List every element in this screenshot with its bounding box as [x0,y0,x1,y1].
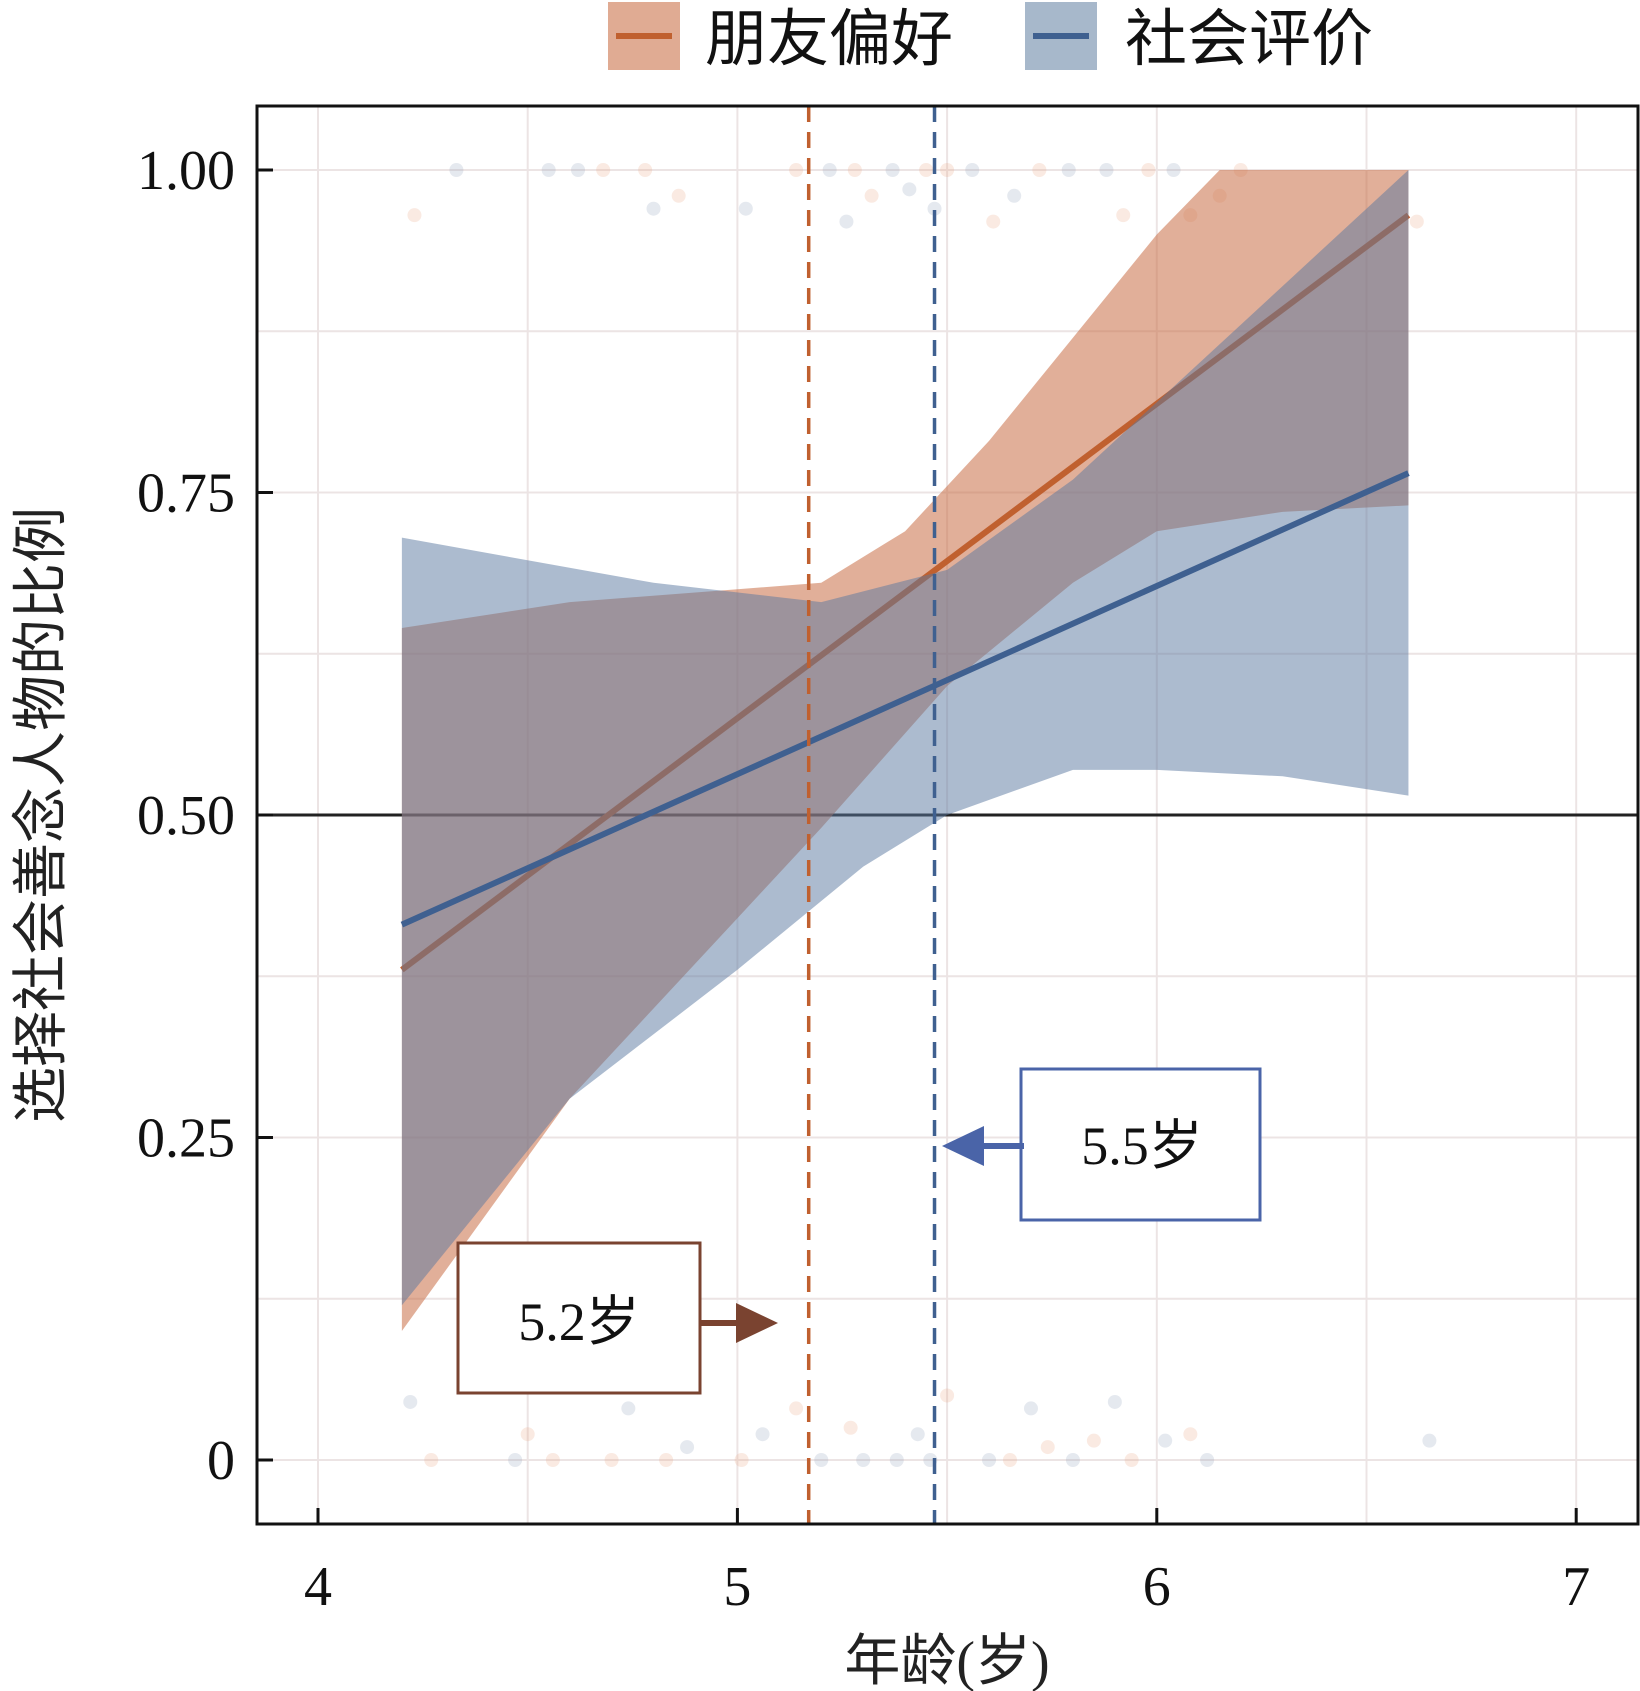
data-point [571,163,586,177]
scatter-points [403,163,1437,1467]
y-tick-label: 0.25 [137,1108,235,1170]
y-axis-label: 选择社会善念人物的比例 [11,507,73,1123]
data-point [910,1427,925,1442]
data-point [822,163,837,177]
data-point [789,163,804,177]
data-point [885,163,900,177]
data-point [755,1427,770,1442]
arrow-left-icon [942,1126,984,1166]
y-tick-label: 0 [207,1430,235,1492]
data-point [604,1453,619,1467]
data-point [814,1453,829,1467]
data-point [1124,1453,1139,1467]
fit-line-social-evaluation [400,470,1410,928]
data-point [1032,163,1047,177]
y-tick-label: 0.75 [137,463,235,525]
data-point [1409,214,1424,229]
ci-band-social-evaluation [401,170,1409,1306]
legend-label-friend-preference: 朋友偏好 [705,6,953,74]
x-tick-label: 7 [1562,1556,1590,1618]
annotation-label-friend-preference: 5.2岁 [518,1292,640,1352]
annotation-box-social-evaluation [1019,1067,1262,1222]
data-point [545,1453,560,1467]
data-point [902,182,917,197]
annotation-label-social-evaluation: 5.5岁 [1081,1116,1203,1176]
data-point [889,1453,904,1467]
data-point [541,163,556,177]
data-point [1116,208,1131,223]
y-tick-label: 0.50 [137,785,235,847]
data-point [646,201,661,216]
data-point [1099,163,1114,177]
x-tick-label: 4 [304,1556,332,1618]
data-point [671,188,686,203]
data-point [1166,163,1181,177]
data-point [927,201,942,216]
data-point [449,163,464,177]
legend: 朋友偏好 社会评价 [608,2,1373,74]
y-tick-label: 1.00 [137,140,235,202]
data-point [940,163,955,177]
data-point [407,208,422,223]
data-point [982,1453,997,1467]
data-point [847,163,862,177]
data-point [1040,1440,1055,1455]
data-point [919,163,934,177]
data-point [1107,1394,1122,1409]
data-point [789,1401,804,1416]
data-point [856,1453,871,1467]
data-point [940,1388,955,1403]
data-point [596,163,611,177]
data-point [839,214,854,229]
data-point [520,1427,535,1442]
x-tick-label: 5 [723,1556,751,1618]
data-point [1061,163,1076,177]
x-tick-label: 6 [1143,1556,1171,1618]
data-point [1065,1453,1080,1467]
data-point [738,201,753,216]
data-point [1422,1433,1437,1448]
data-point [659,1453,674,1467]
data-point [864,188,879,203]
annotation-box-friend-preference [456,1241,702,1395]
data-point [1023,1401,1038,1416]
ticks: 4 5 6 7 1.00 0.75 0.50 0.25 0 [137,140,1590,1618]
data-point [424,1453,439,1467]
arrow-right-icon [736,1303,778,1343]
data-point [1200,1453,1215,1467]
data-point [680,1440,695,1455]
data-point [403,1394,418,1409]
data-point [1007,188,1022,203]
data-point [1158,1433,1173,1448]
legend-label-social-evaluation: 社会评价 [1125,6,1373,74]
data-point [734,1453,749,1467]
data-point [986,214,1001,229]
data-point [1003,1453,1018,1467]
data-point [1086,1433,1101,1448]
data-point [965,163,980,177]
data-point [621,1401,636,1416]
data-point [1141,163,1156,177]
data-point [638,163,653,177]
data-point [1183,1427,1198,1442]
annotations: 5.2岁 5.5岁 [456,1067,1262,1395]
data-point [508,1453,523,1467]
x-axis-label: 年龄(岁) [844,1631,1049,1691]
data-point [843,1420,858,1435]
series-layer [257,106,1638,1524]
